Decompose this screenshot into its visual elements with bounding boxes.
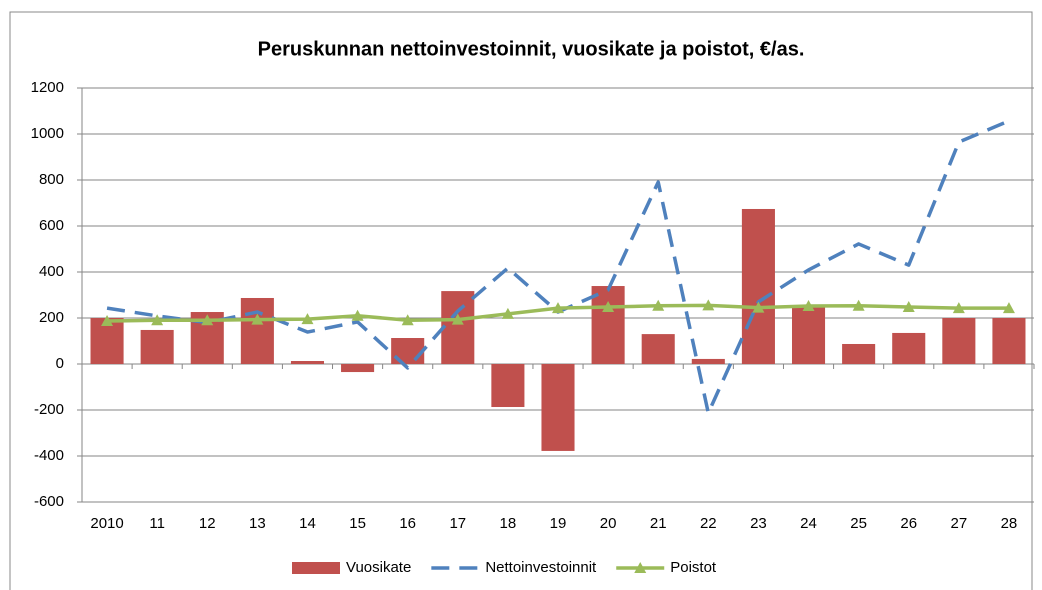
x-tick-label: 24 [800,515,817,532]
bar [240,297,274,364]
x-tick-label: 11 [149,515,165,532]
bar [691,358,725,364]
x-tick-label: 15 [349,515,366,532]
bar [541,364,575,451]
legend-label: Poistot [670,559,717,576]
bar [391,338,425,364]
bar [741,208,775,364]
x-tick-label: 20 [600,515,617,532]
line-marker [451,313,464,325]
bar [591,286,625,364]
legend-label: Vuosikate [346,559,411,576]
x-tick-label: 16 [399,515,416,532]
bar [140,329,174,364]
line-marker [652,299,665,311]
bar [441,291,475,364]
bar [892,332,926,364]
x-tick-label: 17 [449,515,466,532]
line-marker [101,314,114,326]
x-tick-label: 18 [500,515,517,532]
x-tick-label: 19 [550,515,567,532]
x-tick-label: 26 [900,515,917,532]
y-tick-label: 1000 [31,125,64,142]
x-tick-label: 13 [249,515,266,532]
line-marker [251,313,264,325]
y-tick-label: -200 [34,401,64,418]
line-marker [902,300,915,312]
y-tick-label: 600 [39,217,64,234]
bar [842,343,876,364]
chart-title: Peruskunnan nettoinvestoinnit, vuosikate… [258,38,805,60]
x-tick-label: 12 [199,515,216,532]
y-tick-label: 400 [39,263,64,280]
line-marker [201,314,214,326]
line-marker [702,299,715,311]
y-tick-label: 0 [56,355,64,372]
line-marker [501,307,514,319]
legend-marker [634,562,647,573]
x-tick-label: 14 [299,515,316,532]
bar [641,334,675,364]
chart-border [9,11,1033,590]
line-marker [552,302,564,314]
line-marker [1002,302,1015,314]
y-tick-label: -400 [34,447,64,464]
x-tick-label: 21 [650,515,667,532]
x-tick-label: 25 [850,515,867,532]
line-marker [952,302,965,314]
line-marker [401,314,414,326]
line-marker [301,313,314,325]
bar [341,364,375,373]
x-tick-label: 2010 [90,515,123,532]
bar [491,364,525,408]
y-tick-label: 1200 [31,79,64,96]
bar [791,306,826,364]
line-marker [802,300,815,312]
legend-swatch [292,562,340,574]
line-marker [602,300,615,312]
y-tick-label: -600 [34,493,64,510]
line-marker [752,301,765,313]
x-tick-label: 28 [1001,515,1018,532]
bar [290,361,325,364]
bar [992,318,1026,364]
line-marker [351,309,364,321]
bar [942,318,976,364]
legend-label: Nettoinvestoinnit [485,559,597,576]
x-tick-label: 23 [750,515,767,532]
x-tick-label: 22 [700,515,717,532]
y-tick-label: 800 [39,171,64,188]
y-tick-label: 200 [39,309,64,326]
line-marker [852,299,865,311]
x-tick-label: 27 [950,515,967,532]
line-marker [151,314,164,326]
